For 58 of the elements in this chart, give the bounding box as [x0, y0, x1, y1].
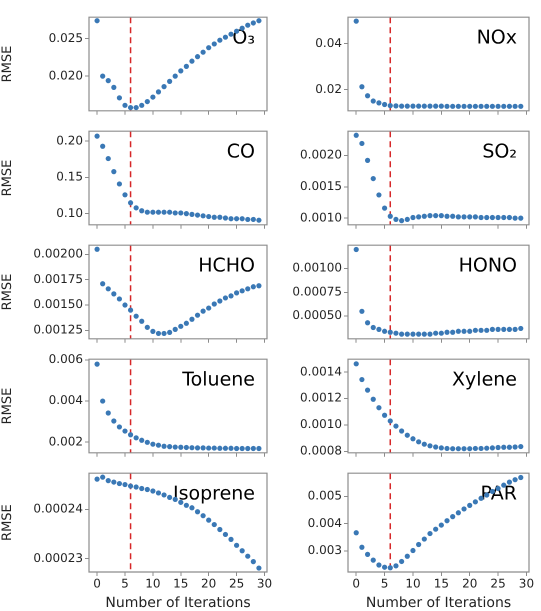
x-tick-label: 10 [145, 576, 161, 590]
y-tick-label: 0.0015 [300, 178, 342, 193]
annotation: Xylene [452, 368, 517, 391]
y-tick-label: 0.00125 [33, 322, 83, 337]
y-tick-label: 0.00175 [33, 272, 83, 286]
y-tick-label: 0.0020 [300, 147, 342, 162]
y-axis-title: RMSE [0, 388, 16, 424]
y-tick-label: 0.004 [48, 393, 83, 408]
x-tick-label: 25 [490, 576, 506, 590]
y-tick-label: 0.10 [56, 206, 83, 220]
x-tick-label: 5 [380, 576, 388, 590]
y-tick-label: 0.006 [48, 352, 83, 366]
annotation: HONO [458, 254, 517, 277]
y-tick-label: 0.00024 [33, 501, 83, 516]
y-tick-label: 0.025 [48, 30, 83, 45]
x-tick-label: 20 [201, 576, 216, 590]
x-tick-label: 30 [256, 576, 272, 590]
x-tick-label: 5 [121, 576, 129, 590]
y-tick-label: 0.004 [308, 516, 342, 530]
y-tick-label: 0.00050 [292, 308, 342, 322]
y-tick-label: 0.005 [308, 488, 342, 502]
x-tick-label: 30 [518, 576, 534, 590]
x-tick-label: 10 [405, 576, 421, 590]
y-tick-label: 0.0010 [300, 210, 342, 224]
y-tick-label: 0.0008 [300, 444, 342, 458]
annotation: HCHO [198, 254, 255, 277]
x-tick-label: 15 [173, 576, 188, 590]
y-tick-label: 0.0012 [300, 390, 342, 405]
y-tick-label: 0.020 [48, 68, 83, 82]
y-tick-label: 0.00150 [33, 297, 83, 312]
y-tick-label: 0.00200 [33, 246, 83, 260]
x-tick-label: 25 [228, 576, 244, 590]
x-tick-label: 0 [352, 576, 360, 590]
x-tick-label: 0 [93, 576, 101, 590]
x-axis-title: Number of Iterations [105, 595, 251, 611]
annotation: Isoprene [172, 482, 255, 505]
y-tick-label: 0.15 [56, 170, 83, 184]
y-axis-title: RMSE [0, 504, 16, 541]
annotation: CO [226, 140, 255, 163]
y-tick-label: 0.003 [308, 543, 342, 558]
annotation: NOx [476, 26, 517, 49]
x-tick-label: 15 [434, 576, 449, 590]
y-tick-label: 0.00023 [33, 550, 83, 565]
y-tick-label: 0.04 [315, 36, 342, 50]
y-tick-label: 0.002 [48, 434, 83, 448]
annotation: SO₂ [482, 140, 517, 163]
y-tick-label: 0.0014 [300, 364, 342, 378]
y-tick-label: 0.0010 [300, 417, 342, 432]
x-tick-label: 20 [462, 576, 478, 590]
y-tick-label: 0.00100 [292, 260, 342, 275]
annotation: Toluene [181, 368, 255, 391]
y-axis-title: RMSE [0, 160, 16, 196]
y-axis-title: RMSE [0, 46, 16, 82]
y-tick-label: 0.02 [315, 82, 342, 96]
y-tick-label: 0.00075 [292, 284, 342, 298]
y-axis-title: RMSE [0, 274, 16, 310]
y-tick-label: 0.20 [56, 133, 83, 148]
x-axis-title: Number of Iterations [366, 595, 512, 611]
